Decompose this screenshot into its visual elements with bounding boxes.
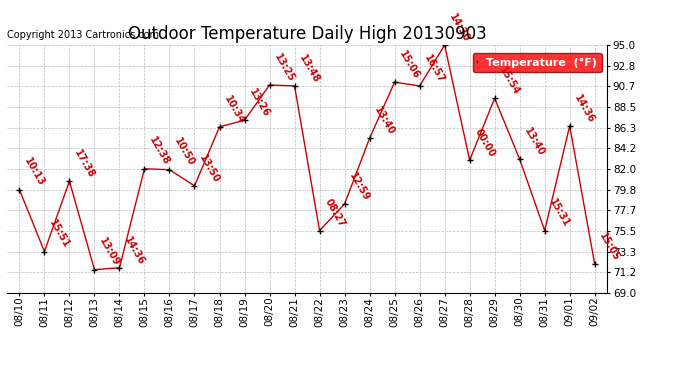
- Text: Copyright 2013 Cartronics.com: Copyright 2013 Cartronics.com: [7, 30, 159, 40]
- Text: 12:59: 12:59: [347, 171, 371, 202]
- Title: Outdoor Temperature Daily High 20130903: Outdoor Temperature Daily High 20130903: [128, 26, 486, 44]
- Text: 10:34: 10:34: [222, 94, 246, 126]
- Text: 13:25: 13:25: [273, 52, 297, 84]
- Text: 14:36: 14:36: [122, 234, 146, 266]
- Text: 15:31: 15:31: [547, 197, 571, 229]
- Text: 13:40: 13:40: [373, 105, 397, 137]
- Text: 13:48: 13:48: [297, 53, 322, 84]
- Text: 17:38: 17:38: [72, 148, 97, 180]
- Text: 13:26: 13:26: [247, 87, 271, 119]
- Text: 15:06: 15:06: [397, 49, 422, 81]
- Text: 10:13: 10:13: [22, 156, 46, 188]
- Text: 12:38: 12:38: [147, 135, 172, 167]
- Text: 15:51: 15:51: [47, 218, 71, 250]
- Text: 13:50: 13:50: [197, 153, 221, 184]
- Text: 14:30: 14:30: [447, 12, 471, 44]
- Text: 16:57: 16:57: [422, 53, 446, 84]
- Legend: Temperature  (°F): Temperature (°F): [473, 53, 602, 72]
- Text: 13:40: 13:40: [522, 126, 546, 158]
- Text: 15:05: 15:05: [598, 231, 622, 262]
- Text: 08:27: 08:27: [322, 197, 346, 229]
- Text: 14:36: 14:36: [573, 93, 597, 124]
- Text: 00:00: 00:00: [473, 127, 497, 159]
- Text: 10:50: 10:50: [172, 136, 197, 168]
- Text: 13:09: 13:09: [97, 236, 121, 268]
- Text: 15:54: 15:54: [497, 65, 522, 97]
